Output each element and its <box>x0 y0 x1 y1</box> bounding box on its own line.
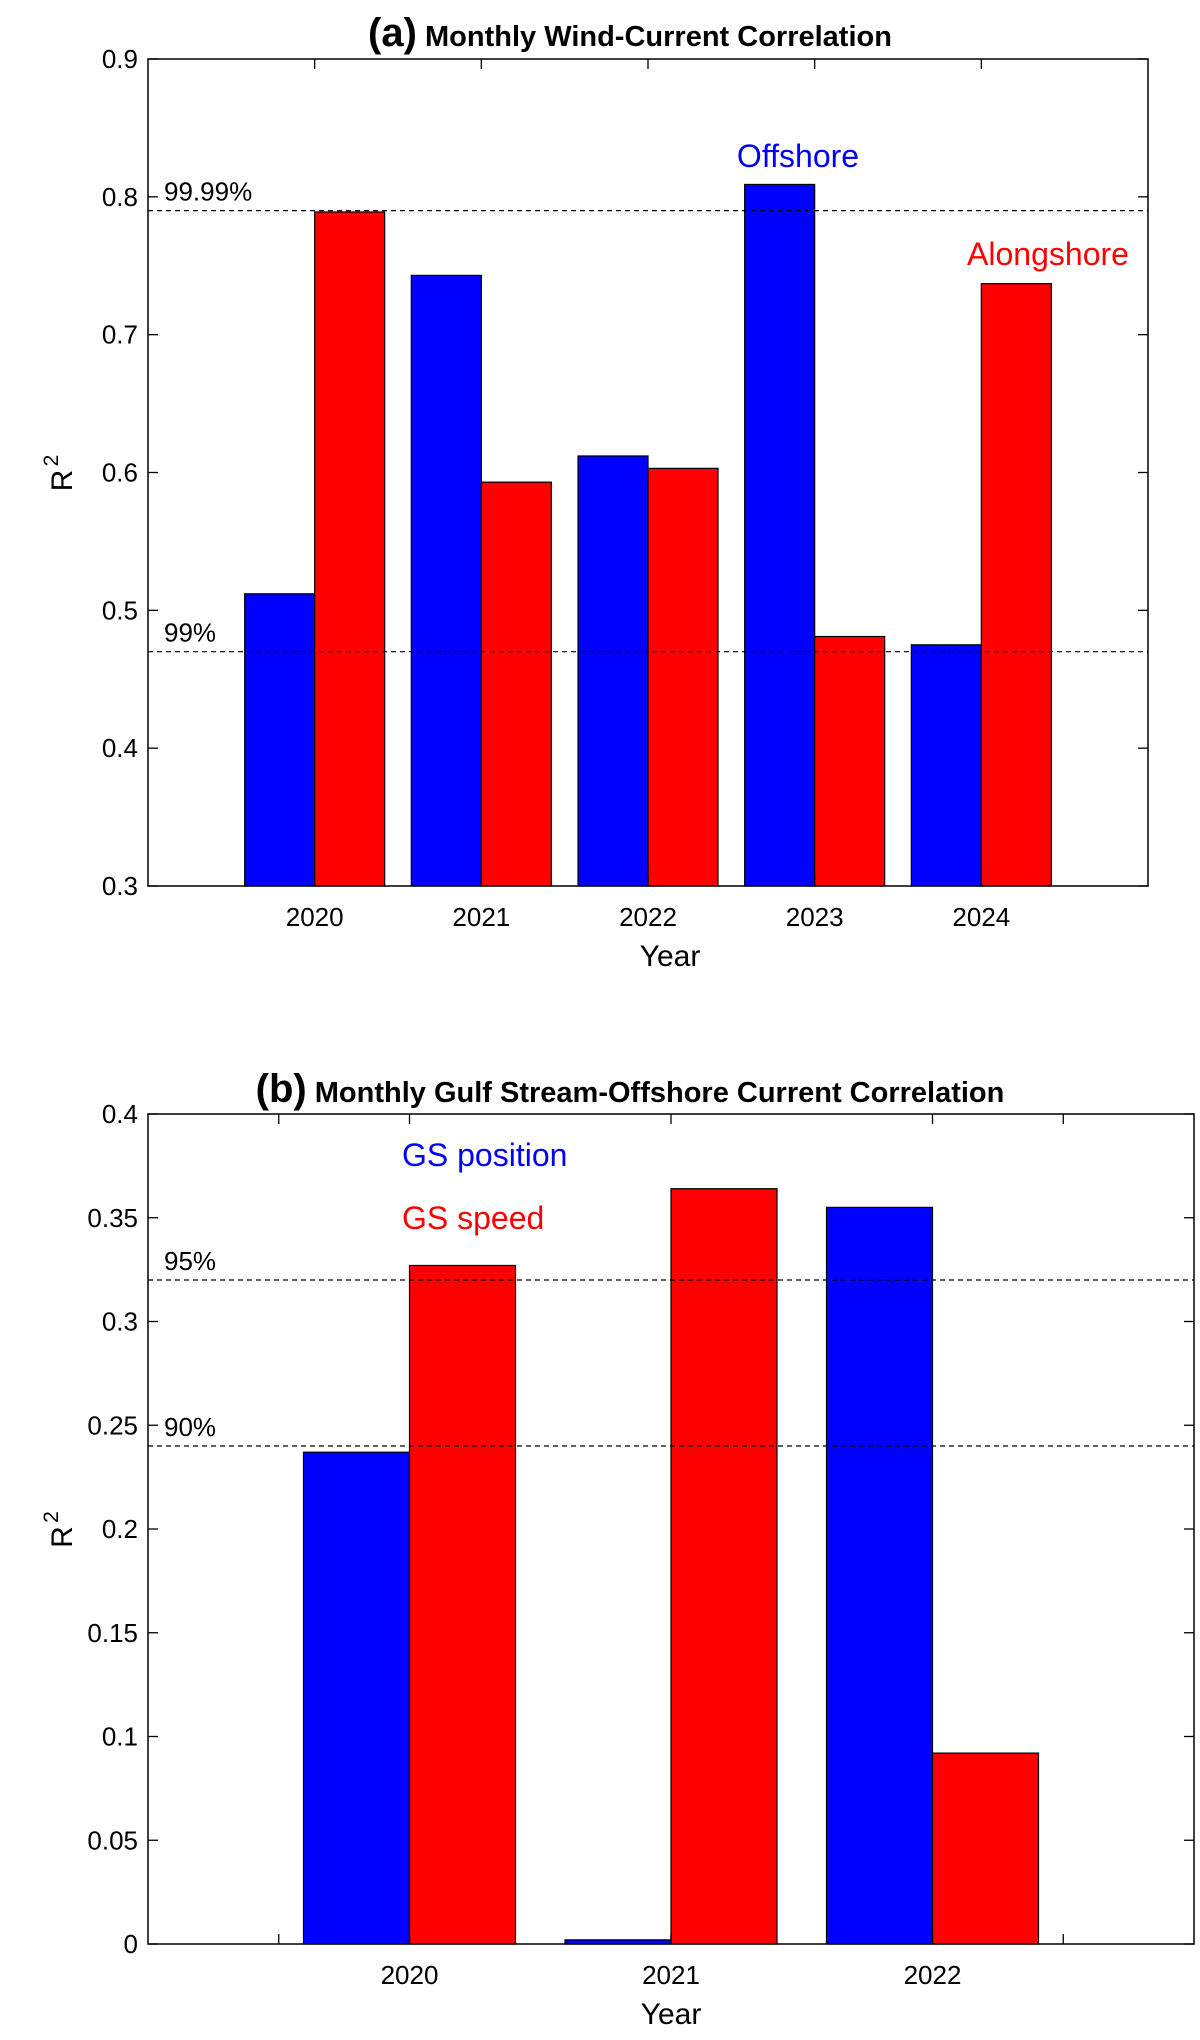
chart-title: Monthly Gulf Stream-Offshore Current Cor… <box>315 1077 1005 1109</box>
x-tick-label-2022: 2022 <box>619 902 677 932</box>
y-tick-label: 0.25 <box>87 1410 138 1440</box>
y-tick-label: 0.05 <box>87 1825 138 1855</box>
bar-alongshore-2021 <box>480 481 552 887</box>
y-tick-label: 0.4 <box>102 733 138 763</box>
title-spacer <box>417 21 425 53</box>
bar-alongshore-2023 <box>814 635 886 887</box>
y-axis-label: R <box>46 1526 79 1548</box>
bar-alongshore-2024 <box>980 283 1052 887</box>
y-tick-label: 0.7 <box>102 320 138 350</box>
bar-offshore-2021 <box>410 274 482 887</box>
x-tick-label-2024: 2024 <box>952 902 1010 932</box>
bar-offshore-2022 <box>577 455 649 887</box>
panel-a-wind-current-chart: 99.99% 99% 0.3 0.4 0.5 0.6 0.7 0.8 0.9 2020 2021 20… <box>40 11 1149 973</box>
bar-gs-speed-2022 <box>931 1752 1040 1945</box>
y-tick-label: 0 <box>124 1929 138 1959</box>
chart-title-line: (b) Monthly Gulf Stream-Offshore Current… <box>256 1067 1005 1111</box>
panel-label: (a) <box>368 11 417 55</box>
chart-title-line: (a) Monthly Wind-Current Correlation <box>368 11 892 55</box>
y-axis-label-group: R2 <box>40 1511 79 1548</box>
series-label-gs-position: GS position <box>402 1137 567 1173</box>
y-tick-label: 0.5 <box>102 595 138 625</box>
x-tick-label-2023: 2023 <box>786 902 844 932</box>
y-tick-label: 0.4 <box>102 1099 138 1129</box>
bar-gs-speed-2021 <box>670 1188 778 1945</box>
panel-label: (b) <box>256 1067 307 1111</box>
bar-offshore-2020 <box>244 593 316 887</box>
x-axis-label: Year <box>641 1998 702 2031</box>
chart-title: Monthly Wind-Current Correlation <box>425 21 892 53</box>
bar-gs-position-2020 <box>302 1451 411 1945</box>
title-spacer <box>307 1077 315 1109</box>
bar-offshore-2024 <box>910 644 982 887</box>
series-label-alongshore: Alongshore <box>967 236 1129 272</box>
y-tick-label: 0.2 <box>102 1514 138 1544</box>
x-tick-label-2022: 2022 <box>904 1960 962 1990</box>
y-tick-label: 0.6 <box>102 458 138 488</box>
y-tick-label: 0.3 <box>102 1307 138 1337</box>
y-tick-label: 0.3 <box>102 871 138 901</box>
series-label-gs-speed: GS speed <box>402 1200 544 1236</box>
y-axis-label-superscript: 2 <box>40 455 63 467</box>
reference-line-label: 99% <box>164 618 216 648</box>
reference-line-label: 99.99% <box>164 177 252 207</box>
panel-b-gulf-stream-chart: 95% 90% 0 0.05 0.1 0.15 0.2 0.25 0.3 0.35 0.4 2020 2… <box>40 1067 1195 2031</box>
reference-line-label: 95% <box>164 1246 216 1276</box>
y-tick-label: 0.15 <box>87 1618 138 1648</box>
bar-alongshore-2020 <box>314 211 386 887</box>
y-tick-label: 0.9 <box>102 44 138 74</box>
x-tick-label-2021: 2021 <box>452 902 510 932</box>
series-label-offshore: Offshore <box>737 138 859 174</box>
bar-alongshore-2022 <box>647 467 719 887</box>
y-tick-label: 0.8 <box>102 182 138 212</box>
y-axis-label-superscript: 2 <box>40 1511 63 1523</box>
bar-offshore-2023 <box>744 183 816 887</box>
y-axis-label: R <box>46 470 79 492</box>
y-tick-label: 0.1 <box>102 1722 138 1752</box>
bar-gs-speed-2020 <box>408 1264 517 1945</box>
y-tick-label: 0.35 <box>87 1203 138 1233</box>
y-axis-label-group: R2 <box>40 455 79 492</box>
x-tick-label-2020: 2020 <box>286 902 344 932</box>
reference-line-label: 90% <box>164 1412 216 1442</box>
x-tick-label-2020: 2020 <box>381 1960 439 1990</box>
x-axis-label: Year <box>640 940 701 973</box>
x-tick-label-2021: 2021 <box>642 1960 700 1990</box>
bar-gs-position-2022 <box>825 1206 934 1945</box>
